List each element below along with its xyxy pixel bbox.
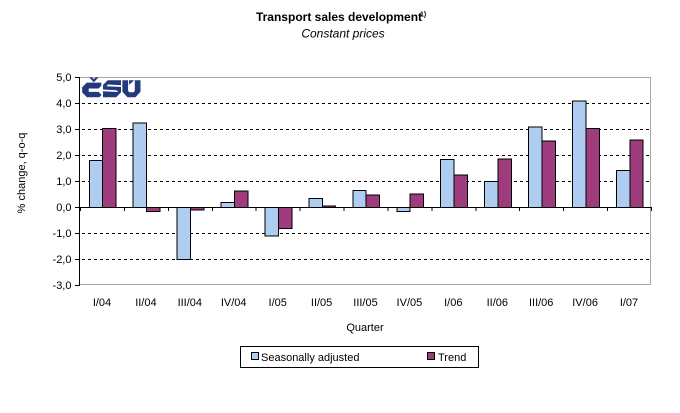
svg-text:-1,0: -1,0	[53, 228, 72, 240]
svg-text:0,0: 0,0	[56, 202, 71, 214]
svg-text:Quarter: Quarter	[346, 322, 384, 334]
svg-text:Trend: Trend	[438, 352, 466, 364]
svg-text:I/07: I/07	[620, 297, 638, 309]
svg-text:4,0: 4,0	[56, 98, 71, 110]
svg-text:Seasonally adjusted: Seasonally adjusted	[261, 352, 359, 364]
svg-text:II/04: II/04	[135, 297, 156, 309]
svg-text:1,0: 1,0	[56, 176, 71, 188]
svg-text:III/06: III/06	[529, 297, 553, 309]
svg-text:2,0: 2,0	[56, 150, 71, 162]
svg-text:II/05: II/05	[311, 297, 332, 309]
svg-text:1): 1)	[420, 12, 426, 19]
svg-text:% change, q-o-q: % change, q-o-q	[16, 133, 28, 214]
svg-text:I/05: I/05	[269, 297, 287, 309]
svg-text:3,0: 3,0	[56, 124, 71, 136]
svg-text:III/04: III/04	[178, 297, 202, 309]
svg-text:I/04: I/04	[93, 297, 111, 309]
svg-text:I/06: I/06	[444, 297, 462, 309]
svg-text:IV/06: IV/06	[572, 297, 598, 309]
svg-text:IV/04: IV/04	[221, 297, 247, 309]
svg-text:II/06: II/06	[487, 297, 508, 309]
svg-text:-2,0: -2,0	[53, 254, 72, 266]
svg-text:5,0: 5,0	[56, 72, 71, 84]
svg-text:III/05: III/05	[353, 297, 377, 309]
svg-text:Constant prices: Constant prices	[301, 27, 384, 41]
svg-text:-3,0: -3,0	[53, 280, 72, 292]
svg-text:IV/05: IV/05	[397, 297, 423, 309]
svg-text:Transport sales development: Transport sales development	[256, 10, 422, 24]
